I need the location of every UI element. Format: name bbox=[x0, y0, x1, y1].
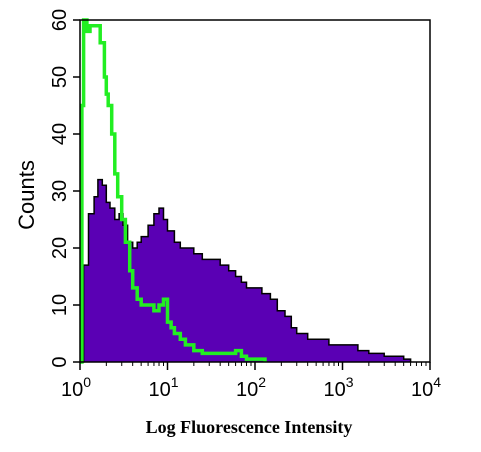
x-axis-title: Log Fluorescence Intensity bbox=[146, 417, 353, 437]
histogram-outline-series-0 bbox=[80, 178, 412, 363]
y-tick-label: 30 bbox=[49, 180, 71, 202]
y-axis-title: Counts bbox=[14, 160, 39, 230]
y-tick-label: 60 bbox=[49, 9, 71, 31]
y-tick-label: 10 bbox=[49, 294, 71, 316]
y-tick-label: 50 bbox=[49, 66, 71, 88]
y-tick-label: 40 bbox=[49, 123, 71, 145]
y-tick-label: 20 bbox=[49, 237, 71, 259]
x-tick-label: 101 bbox=[148, 374, 178, 401]
axes: 0 10 20 30 40 50 60 100 101 102 103 104 bbox=[49, 9, 441, 401]
histogram-fill-series-0 bbox=[80, 179, 411, 362]
x-tick-label: 104 bbox=[411, 374, 441, 401]
histogram-line-series-1 bbox=[80, 18, 267, 364]
y-tick-label: 0 bbox=[49, 356, 71, 367]
x-tick-label: 103 bbox=[323, 374, 353, 401]
x-tick-label: 102 bbox=[236, 374, 266, 401]
x-tick-label: 100 bbox=[61, 374, 91, 401]
plot-area bbox=[80, 18, 412, 364]
